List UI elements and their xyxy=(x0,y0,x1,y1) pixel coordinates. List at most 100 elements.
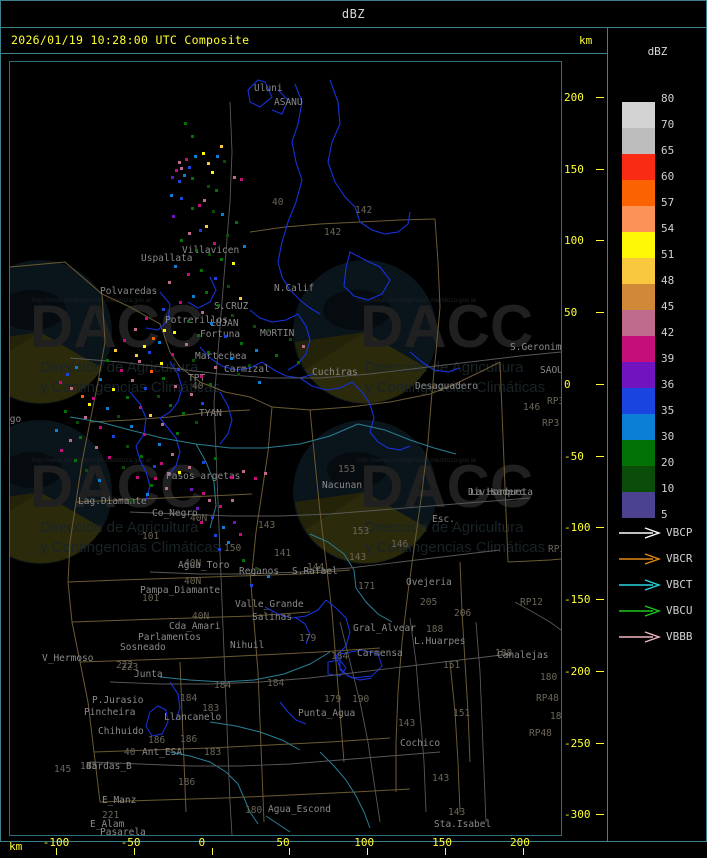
radar-echo-pixel xyxy=(208,253,211,256)
radar-echo-pixel xyxy=(220,258,223,261)
watermark-line1-d: Dirección de Agricultura xyxy=(365,519,524,536)
road-number-label: 184 xyxy=(180,693,197,704)
map-place-label: Nacunan xyxy=(322,480,362,491)
radar-echo-pixel xyxy=(202,492,205,495)
colorbar-band-35[interactable] xyxy=(622,414,655,440)
track-legend-label: VBCT xyxy=(666,578,693,591)
radar-echo-pixel xyxy=(227,541,230,544)
map-place-label: Lag.Diamante xyxy=(78,496,147,507)
dbz-colorbar[interactable] xyxy=(622,102,655,518)
radar-echo-pixel xyxy=(302,345,305,348)
storm-track-legend: VBCP VBCR VBCT VBCU VBBB xyxy=(609,521,706,651)
road-number-label: 206 xyxy=(454,608,471,619)
colorbar-band-51[interactable] xyxy=(622,258,655,284)
radar-echo-pixel xyxy=(130,499,133,502)
map-place-label: P.Jurasio xyxy=(92,695,144,706)
plot-header-bar xyxy=(1,28,607,54)
colorbar-band-80[interactable] xyxy=(622,102,655,128)
radar-echo-pixel xyxy=(171,353,174,356)
colorbar-band-30[interactable] xyxy=(622,440,655,466)
road-number-label: 190 xyxy=(352,694,369,705)
y-tick-mark xyxy=(596,240,604,242)
radar-echo-pixel xyxy=(233,521,236,524)
map-place-label: Pasarela xyxy=(100,827,146,835)
road-number-label: 186 xyxy=(178,777,195,788)
radar-echo-pixel xyxy=(154,477,157,480)
colorbar-band-45[interactable] xyxy=(622,310,655,336)
map-place-label: Valle_Grande xyxy=(235,599,304,610)
colorbar-band-57[interactable] xyxy=(622,206,655,232)
colorbar-band-10[interactable] xyxy=(622,492,655,518)
radar-echo-pixel xyxy=(76,421,79,424)
track-legend-row[interactable]: VBCR xyxy=(609,547,706,573)
colorbar-band-48[interactable] xyxy=(622,284,655,310)
radar-echo-pixel xyxy=(192,359,195,362)
map-place-label: Uspallata xyxy=(141,253,192,264)
track-legend-row[interactable]: VBCP xyxy=(609,521,706,547)
y-tick-mark xyxy=(596,670,604,672)
radar-echo-pixel xyxy=(75,366,78,369)
radar-echo-pixel xyxy=(163,329,166,332)
watermark-line1-c: Dirección de Agricultura xyxy=(40,519,199,536)
colorbar-band-60[interactable] xyxy=(622,180,655,206)
watermark-brand-2: DACC xyxy=(360,293,533,360)
arrow-icon xyxy=(619,553,662,565)
x-tick-mark xyxy=(211,848,213,855)
radar-echo-pixel xyxy=(148,351,151,354)
radar-echo-pixel xyxy=(240,178,243,181)
map-place-label: Esc. xyxy=(432,514,455,525)
y-axis: 200 150 100 50 0 -50 -100 -150 -200 -250 -300 xyxy=(562,61,608,836)
map-place-label: E_Alam xyxy=(90,819,125,830)
radar-echo-pixel xyxy=(211,516,214,519)
colorbar-tick-label: 45 xyxy=(661,300,675,313)
map-place-label: ago xyxy=(10,414,21,425)
radar-echo-pixel xyxy=(55,429,58,432)
arrow-icon xyxy=(619,579,662,591)
radar-echo-pixel xyxy=(177,368,180,371)
track-legend-row[interactable]: VBCT xyxy=(609,573,706,599)
track-legend-row[interactable]: VBBB xyxy=(609,625,706,651)
watermark-brand-1: DACC xyxy=(30,293,203,360)
colorbar-band-42[interactable] xyxy=(622,336,655,362)
radar-echo-pixel xyxy=(150,370,153,373)
x-tick-label: 200 xyxy=(510,836,530,849)
colorbar-band-20[interactable] xyxy=(622,466,655,492)
radar-echo-pixel xyxy=(64,410,67,413)
radar-echo-pixel xyxy=(191,177,194,180)
colorbar-band-65[interactable] xyxy=(622,154,655,180)
radar-echo-pixel xyxy=(161,423,164,426)
watermark-line1-a: Dirección de Agricultura xyxy=(40,359,199,376)
radar-echo-pixel xyxy=(98,479,101,482)
road-number-label: 183 xyxy=(204,747,221,758)
road-number-label: 143 xyxy=(448,807,465,818)
y-tick-label: -200 xyxy=(564,664,591,678)
radar-echo-pixel xyxy=(136,476,139,479)
map-place-label: ASANU xyxy=(274,97,303,108)
colorbar-tick-label: 60 xyxy=(661,170,675,183)
radar-echo-pixel xyxy=(120,369,123,372)
map-place-label: S.Rafael xyxy=(292,566,338,577)
radar-echo-pixel xyxy=(212,210,215,213)
road-number-label: 40N xyxy=(190,513,207,524)
radar-echo-pixel xyxy=(219,505,222,508)
map-place-label: TYAN xyxy=(199,408,222,419)
colorbar-band-39[interactable] xyxy=(622,362,655,388)
colorbar-band-36[interactable] xyxy=(622,388,655,414)
colorbar-band-70[interactable] xyxy=(622,128,655,154)
road-number-label: 171 xyxy=(358,581,375,592)
track-legend-row[interactable]: VBCU xyxy=(609,599,706,625)
radar-echo-pixel xyxy=(138,360,141,363)
y-tick-label: 200 xyxy=(564,90,584,104)
radar-map-canvas[interactable]: DACC DACC DACC DACC Dirección de Agricul… xyxy=(9,61,562,836)
radar-echo-pixel xyxy=(297,361,300,364)
radar-echo-pixel xyxy=(130,425,133,428)
radar-echo-pixel xyxy=(180,197,183,200)
road-number-label: RP3 xyxy=(548,544,561,555)
road-number-label: 183 xyxy=(202,703,219,714)
radar-echo-pixel xyxy=(106,407,109,410)
colorbar-band-54[interactable] xyxy=(622,232,655,258)
map-place-label: Carmensa xyxy=(357,648,403,659)
road-number-label: 145 xyxy=(80,761,97,772)
radar-echo-pixel xyxy=(158,341,161,344)
road-number-label: 180 xyxy=(540,672,557,683)
